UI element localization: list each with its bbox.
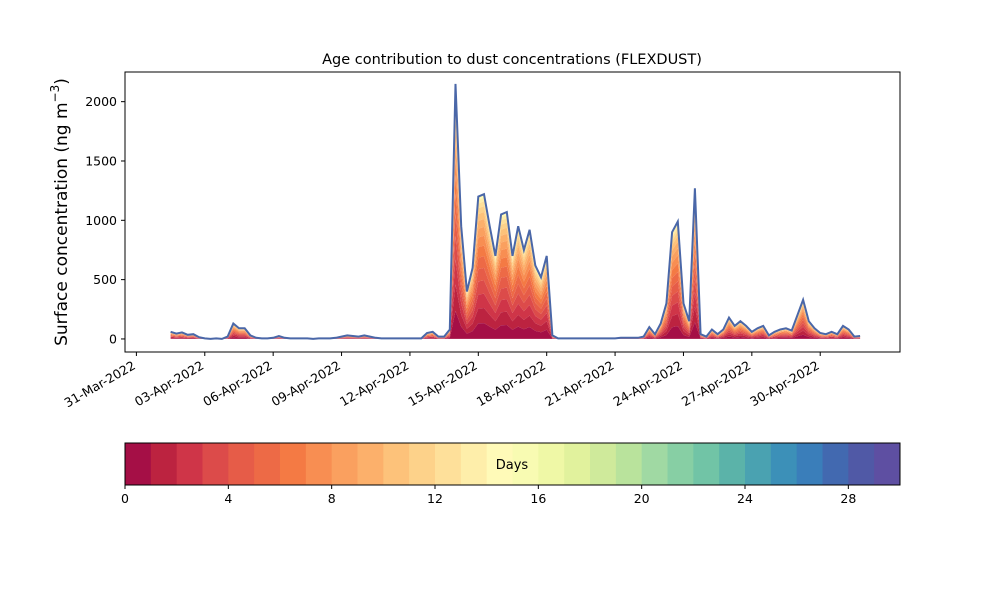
colorbar-swatch bbox=[280, 443, 307, 485]
colorbar-swatch bbox=[150, 443, 178, 485]
x-tick-label: 03-Apr-2022 bbox=[132, 358, 206, 410]
colorbar-swatch bbox=[357, 443, 384, 485]
x-tick-label: 30-Apr-2022 bbox=[747, 358, 821, 410]
x-axis: 31-Mar-202203-Apr-202206-Apr-202209-Apr-… bbox=[62, 352, 822, 410]
colorbar-swatch bbox=[615, 443, 643, 485]
colorbar-swatch bbox=[822, 443, 849, 485]
colorbar-swatch bbox=[125, 443, 152, 485]
y-tick-label: 500 bbox=[93, 272, 117, 287]
x-tick-label: 06-Apr-2022 bbox=[200, 358, 274, 410]
colorbar-swatch bbox=[770, 443, 798, 485]
colorbar-tick-label: 16 bbox=[530, 491, 546, 506]
colorbar-swatch bbox=[460, 443, 488, 485]
colorbar-swatch bbox=[176, 443, 203, 485]
colorbar-swatch bbox=[486, 443, 513, 485]
y-axis-label-close: ) bbox=[52, 78, 72, 85]
x-tick-label: 15-Apr-2022 bbox=[405, 358, 479, 410]
colorbar-swatch bbox=[796, 443, 823, 485]
colorbar-swatch bbox=[305, 443, 333, 485]
colorbar-swatch bbox=[383, 443, 410, 485]
colorbar-swatch bbox=[693, 443, 720, 485]
colorbar-frame bbox=[124, 442, 901, 486]
plot-frame bbox=[124, 71, 901, 353]
x-tick-label: 21-Apr-2022 bbox=[542, 358, 616, 410]
colorbar-swatch bbox=[435, 443, 462, 485]
colorbar-swatch bbox=[848, 443, 875, 485]
colorbar-swatch bbox=[667, 443, 694, 485]
colorbar-tick-label: 8 bbox=[328, 491, 336, 506]
colorbar bbox=[125, 443, 901, 485]
x-tick-label: 31-Mar-2022 bbox=[62, 358, 138, 411]
y-tick-label: 1500 bbox=[85, 153, 117, 168]
x-tick-label: 24-Apr-2022 bbox=[611, 358, 685, 410]
colorbar-tick-label: 28 bbox=[840, 491, 856, 506]
plot-area bbox=[170, 83, 861, 340]
age-area-1 bbox=[170, 284, 861, 339]
colorbar-swatch bbox=[745, 443, 772, 485]
colorbar-swatch bbox=[202, 443, 229, 485]
colorbar-axis: 0 4 8 12 16 20 24 28 bbox=[121, 485, 856, 506]
colorbar-swatch bbox=[254, 443, 281, 485]
chart-title: Age contribution to dust concentrations … bbox=[322, 52, 702, 68]
colorbar-swatch bbox=[564, 443, 591, 485]
colorbar-tick-label: 20 bbox=[634, 491, 650, 506]
x-tick-label: 09-Apr-2022 bbox=[269, 358, 343, 410]
x-tick-label: 12-Apr-2022 bbox=[337, 358, 411, 410]
colorbar-tick-label: 24 bbox=[737, 491, 753, 506]
colorbar-swatch bbox=[331, 443, 358, 485]
age-area-0 bbox=[170, 311, 861, 339]
x-tick-label: 18-Apr-2022 bbox=[474, 358, 548, 410]
colorbar-swatch bbox=[874, 443, 901, 485]
colorbar-tick-label: 12 bbox=[427, 491, 443, 506]
colorbar-label: Days bbox=[496, 458, 529, 473]
total-concentration-line bbox=[170, 83, 861, 340]
y-tick-label: 1000 bbox=[85, 213, 117, 228]
colorbar-tick-label: 0 bbox=[121, 491, 129, 506]
colorbar-swatch bbox=[409, 443, 436, 485]
colorbar-tick-label: 4 bbox=[224, 491, 232, 506]
colorbar-swatch bbox=[228, 443, 255, 485]
colorbar-swatch bbox=[641, 443, 668, 485]
y-axis-label-main: Surface concentration (ng m bbox=[52, 102, 72, 345]
colorbar-swatch bbox=[590, 443, 617, 485]
colorbar-swatch bbox=[512, 443, 539, 485]
x-tick-label: 27-Apr-2022 bbox=[679, 358, 753, 410]
colorbar-swatch bbox=[538, 443, 565, 485]
y-axis: 0 500 1000 1500 2000 bbox=[85, 94, 125, 346]
y-tick-label: 2000 bbox=[85, 94, 117, 109]
colorbar-swatch bbox=[719, 443, 746, 485]
y-axis-label: Surface concentration (ng m−3) bbox=[48, 78, 72, 346]
y-axis-label-exponent: −3 bbox=[48, 85, 62, 103]
y-tick-label: 0 bbox=[109, 331, 117, 346]
